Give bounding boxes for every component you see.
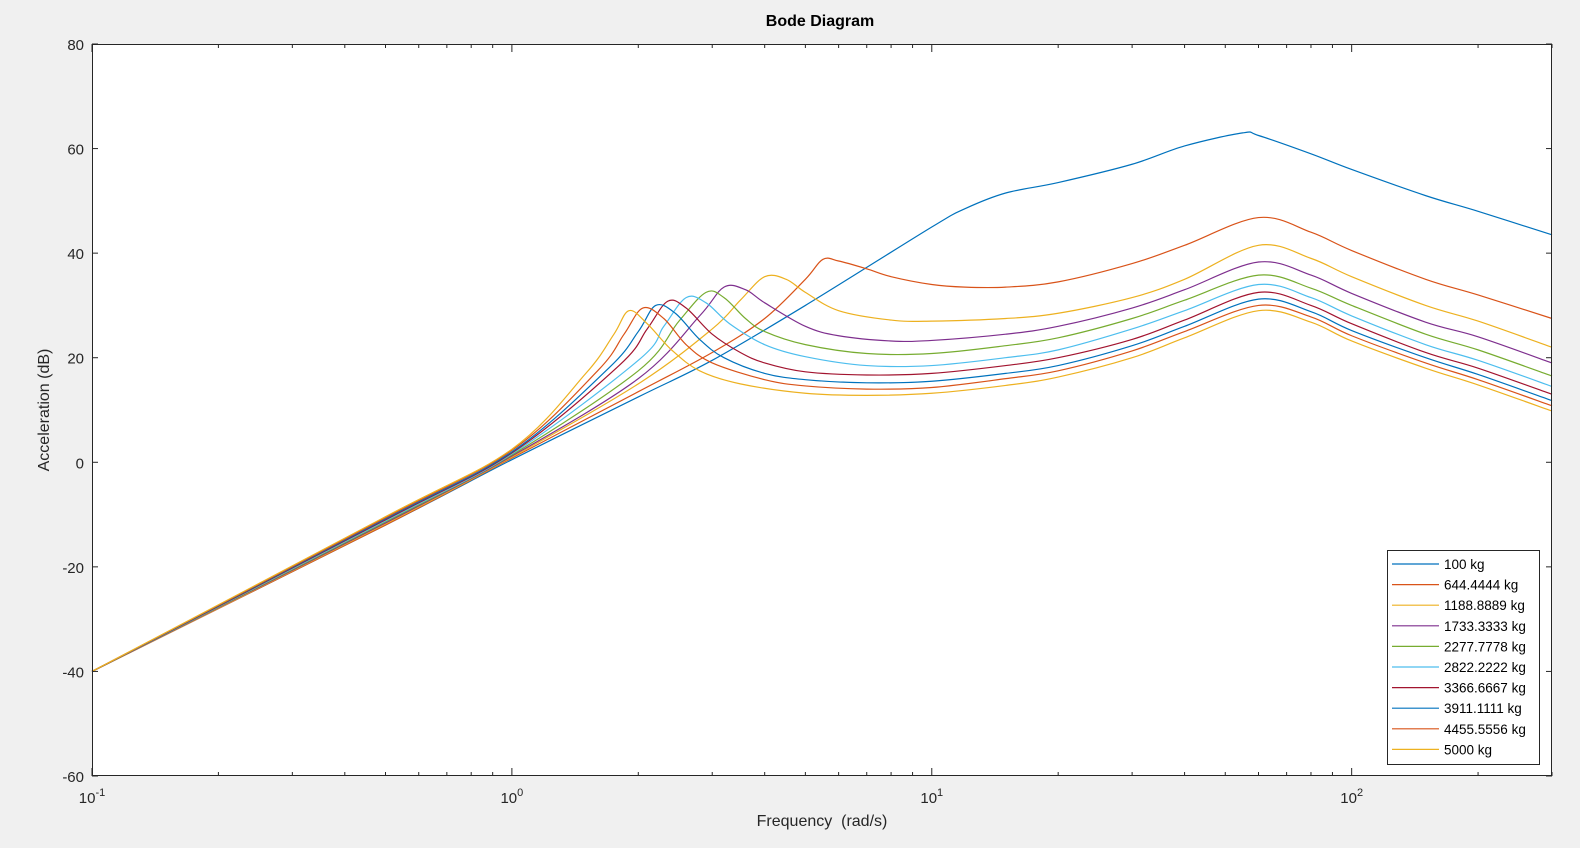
legend-label: 100 kg	[1444, 557, 1485, 572]
series-line-4	[91, 261, 1553, 672]
series-line-6	[91, 283, 1553, 672]
legend-label: 1733.3333 kg	[1444, 619, 1526, 634]
legend-label: 2822.2222 kg	[1444, 660, 1526, 675]
y-tick-label: 60	[67, 142, 84, 159]
x-tick-label: 102	[1340, 787, 1363, 807]
legend-label: 3911.1111 kg	[1444, 701, 1522, 716]
legend-label: 644.4444 kg	[1444, 578, 1518, 593]
x-tick-label: 101	[920, 787, 943, 807]
legend-label: 2277.7778 kg	[1444, 639, 1526, 654]
series-line-1	[91, 131, 1553, 672]
x-axis-label: Frequency (rad/s)	[757, 813, 888, 830]
series-line-8	[91, 298, 1553, 672]
legend-label: 3366.6667 kg	[1444, 681, 1526, 696]
legend-label: 1188.8889 kg	[1444, 598, 1525, 613]
series-line-7	[91, 291, 1553, 672]
legend-label: 5000 kg	[1444, 742, 1492, 757]
y-tick-label: 40	[67, 246, 84, 263]
axes-box	[92, 44, 1552, 776]
y-tick-label: -20	[62, 560, 84, 577]
y-tick-label: -40	[62, 664, 84, 681]
legend-label: 4455.5556 kg	[1444, 722, 1526, 737]
series-layer	[91, 131, 1553, 672]
x-tick-label: 100	[500, 787, 523, 807]
y-tick-label: -60	[62, 769, 84, 786]
series-line-9	[91, 304, 1553, 672]
legend: 100 kg 644.4444 kg 1188.8889 kg 1733.3333 k…	[1387, 550, 1540, 765]
plot-area	[92, 44, 1552, 776]
y-axis-label: Acceleration (dB)	[36, 349, 53, 472]
series-line-10	[91, 309, 1553, 672]
y-tick-label: 0	[76, 455, 84, 472]
y-tick-label: 80	[67, 37, 84, 54]
x-tick-label: 10-1	[79, 787, 105, 807]
y-tick-label: 20	[67, 351, 84, 368]
series-line-5	[91, 274, 1553, 672]
chart-title: Bode Diagram	[766, 13, 874, 30]
series-line-2	[91, 216, 1553, 672]
series-line-3	[91, 244, 1553, 672]
